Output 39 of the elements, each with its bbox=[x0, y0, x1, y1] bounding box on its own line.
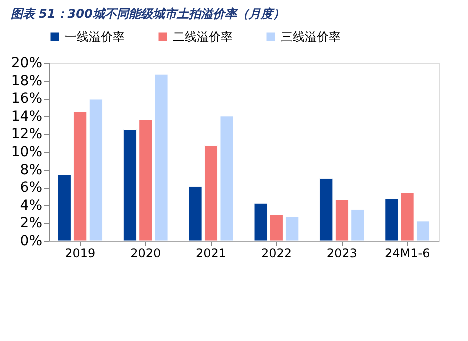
y-tick-label: 20% bbox=[11, 56, 42, 72]
y-tick-label: 2% bbox=[20, 216, 42, 232]
bar bbox=[416, 221, 430, 242]
bar bbox=[286, 216, 300, 242]
y-tick-label: 8% bbox=[20, 162, 42, 178]
bar bbox=[335, 200, 349, 242]
bar bbox=[58, 174, 72, 242]
y-tick-label: 10% bbox=[11, 144, 42, 160]
bar bbox=[400, 192, 414, 242]
bar bbox=[154, 74, 168, 242]
bar bbox=[123, 130, 137, 242]
bar bbox=[139, 120, 153, 242]
bar bbox=[89, 99, 103, 242]
bar bbox=[320, 178, 334, 242]
x-tick-label: 2021 bbox=[196, 246, 227, 260]
x-tick-label: 2023 bbox=[326, 246, 358, 260]
bar bbox=[270, 214, 284, 242]
y-tick-label: 6% bbox=[20, 180, 42, 196]
bar bbox=[385, 198, 399, 242]
bar bbox=[220, 116, 234, 242]
legend-label: 二线溢价率 bbox=[173, 30, 233, 44]
bar bbox=[254, 203, 268, 242]
legend-label: 一线溢价率 bbox=[65, 30, 125, 44]
bar bbox=[188, 186, 202, 242]
legend-label: 三线溢价率 bbox=[281, 30, 341, 44]
y-tick-label: 12% bbox=[11, 126, 42, 143]
y-tick-label: 0% bbox=[20, 234, 42, 250]
x-tick-label: 2019 bbox=[65, 246, 96, 260]
y-tick-label: 16% bbox=[11, 91, 42, 108]
y-tick-label: 18% bbox=[11, 73, 42, 90]
y-tick-label: 4% bbox=[20, 198, 42, 214]
bar bbox=[351, 210, 365, 242]
bar bbox=[204, 146, 218, 242]
x-tick-label: 2022 bbox=[261, 246, 292, 260]
x-tick-label: 2020 bbox=[130, 246, 162, 260]
chart-title: 图表 51：300城不同能级城市土拍溢价率（月度） bbox=[10, 7, 285, 21]
y-tick-label: 14% bbox=[11, 108, 42, 125]
bar bbox=[74, 112, 88, 242]
x-tick-label: 24M1-6 bbox=[384, 246, 430, 260]
